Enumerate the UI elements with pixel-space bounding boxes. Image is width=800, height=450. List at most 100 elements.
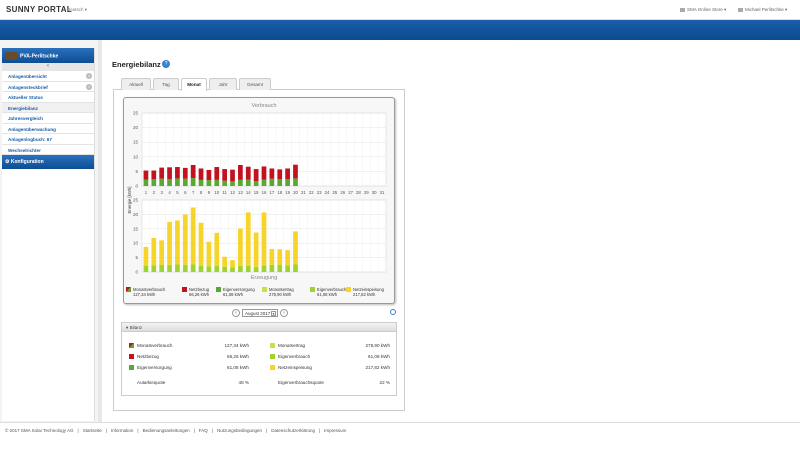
sidebar-item-2[interactable]: Aktueller Status [2,92,94,103]
x-tick-label: 27 [348,190,353,195]
info-icon[interactable]: i [86,73,92,79]
legend-label: Eigenverbrauch [317,287,347,292]
tab-tag[interactable]: Tag [153,78,179,90]
refresh-icon[interactable] [390,309,396,315]
online-store-link[interactable]: SMA Online Store ▾ [680,7,726,13]
autarkie-quote-label: Autarkiequote [137,380,166,385]
footer-separator: | [77,428,79,433]
production-tick-label: 15 [133,226,139,231]
x-tick-label: 17 [269,190,274,195]
user-name: Michael Perlitschke [745,7,784,12]
footer-link[interactable]: FAQ [198,428,208,433]
sidebar-item-0[interactable]: Anlagenübersicht i [2,71,94,82]
balance-row: Netzeinspeisung [270,365,312,371]
consumption-bar-eigenversorgung [143,179,149,186]
help-icon[interactable]: ? [162,60,170,68]
chevron-down-icon: ▾ [271,311,276,316]
production-bar-netzeinspeisung [167,221,172,266]
sidebar-collapse-bar[interactable]: ‹ [2,63,94,71]
brand-logo[interactable]: SUNNY PORTAL [6,5,72,14]
footer-link[interactable]: Nutzungsbedingungen [216,428,263,433]
production-bar-eigenverbrauch [238,265,243,272]
consumption-bar-netzbezug [230,169,235,182]
footer-link[interactable]: Bedienungsanleitungen [142,428,190,433]
x-tick-label: 7 [192,190,195,195]
consumption-bar-eigenversorgung [190,178,196,186]
footer-separator: | [137,428,139,433]
consumption-bar-netzbezug [238,164,243,180]
x-tick-label: 19 [285,190,290,195]
legend-swatch [262,287,267,293]
tab-jahr[interactable]: Jahr [209,78,237,90]
consumption-tick-label: 5 [135,169,138,174]
consumption-bar-eigenversorgung [269,178,275,186]
sidebar-splitter[interactable] [98,40,102,422]
sidebar-item-3[interactable]: Energiebilanz [2,102,94,113]
consumption-tick-label: 15 [133,140,139,145]
consumption-tick-label: 20 [133,125,139,130]
production-bar-eigenverbrauch [277,265,283,272]
legend-swatch [126,287,131,293]
x-tick-label: 8 [200,190,203,195]
sidebar-item-4[interactable]: Jahresvergleich [2,113,94,124]
tab-gesamt[interactable]: Gesamt [239,78,271,90]
sidebar-item-label: Wechselrichter [8,147,41,153]
balance-swatch [129,365,134,371]
header-banner [0,20,800,40]
balance-title: Bilanz [129,325,143,330]
production-bar-eigenverbrauch [214,265,220,272]
consumption-bar-eigenversorgung [214,179,220,186]
sidebar-item-1[interactable]: Anlagensteckbrief i [2,82,94,92]
footer-link[interactable]: Startseite [82,428,102,433]
x-tick-label: 22 [309,190,314,195]
footer-link[interactable]: Impressum [324,428,347,433]
tab-aktuell[interactable]: Aktuell [121,78,151,90]
month-select[interactable]: August 2017 ▾ [242,309,278,317]
legend-label: Monatsertrag [269,287,294,292]
balance-label: Eigenverbrauch [278,354,311,359]
consumption-bar-eigenversorgung [230,181,235,186]
footer-link[interactable]: Information [110,428,134,433]
consumption-bar-eigenversorgung [277,178,283,186]
consumption-bar-eigenversorgung [238,179,243,186]
sidebar-item-label: Energiebilanz [8,105,38,111]
top-bar: SUNNY PORTAL Deutsch ▾ SMA Online Store … [0,0,800,20]
language-selector[interactable]: Deutsch ▾ [67,7,88,12]
previous-month-button[interactable]: ‹ [232,309,240,317]
production-bar-netzeinspeisung [269,248,275,265]
balance-box: ▾ Bilanz Monatsverbrauch 127,34 kWh Netzbe… [121,322,397,396]
balance-value: 66,26 kWh [227,354,249,359]
production-bar-netzeinspeisung [214,232,220,266]
footer-link[interactable]: Datenschutzerklärung [271,428,315,433]
consumption-bar-eigenversorgung [245,179,251,186]
tab-monat[interactable]: Monat [181,78,207,91]
balance-header[interactable]: ▾ Bilanz [122,323,396,332]
sidebar-item-5[interactable]: Anlagenüberwachung [2,124,94,134]
x-tick-label: 11 [222,190,227,195]
page-title: Energiebilanz [112,60,161,69]
balance-label: Eigenversorgung [137,365,172,370]
next-month-button[interactable]: › [280,309,288,317]
consumption-bar-eigenversorgung [206,180,212,186]
x-tick-label: 10 [214,190,219,195]
consumption-bar-netzbezug [143,170,149,180]
sidebar-plant-header[interactable]: PVA-Perlitschke [2,48,94,63]
production-bar-eigenverbrauch [206,266,212,272]
x-tick-label: 3 [160,190,163,195]
x-tick-label: 6 [184,190,187,195]
consumption-bar-netzbezug [190,164,196,179]
balance-value: 61,08 kWh [368,354,390,359]
info-icon[interactable]: i [86,83,92,90]
x-tick-label: 18 [277,190,282,195]
user-menu[interactable]: Michael Perlitschke ▾ [738,7,787,13]
consumption-bar-eigenversorgung [261,179,267,186]
consumption-bar-netzbezug [206,169,212,181]
sidebar-item-7[interactable]: Wechselrichter [2,145,94,155]
consumption-bar-netzbezug [159,167,165,179]
y-axis-label: Energie [kWh] [127,187,132,214]
sidebar-item-6[interactable]: Anlagenlogbuch: 67 [2,134,94,145]
balance-swatch [270,365,275,371]
sidebar-item-configuration[interactable]: ⚙ Konfiguration [2,155,94,169]
production-bar-netzeinspeisung [293,231,298,265]
sidebar-item-label: Jahresvergleich [8,116,43,121]
